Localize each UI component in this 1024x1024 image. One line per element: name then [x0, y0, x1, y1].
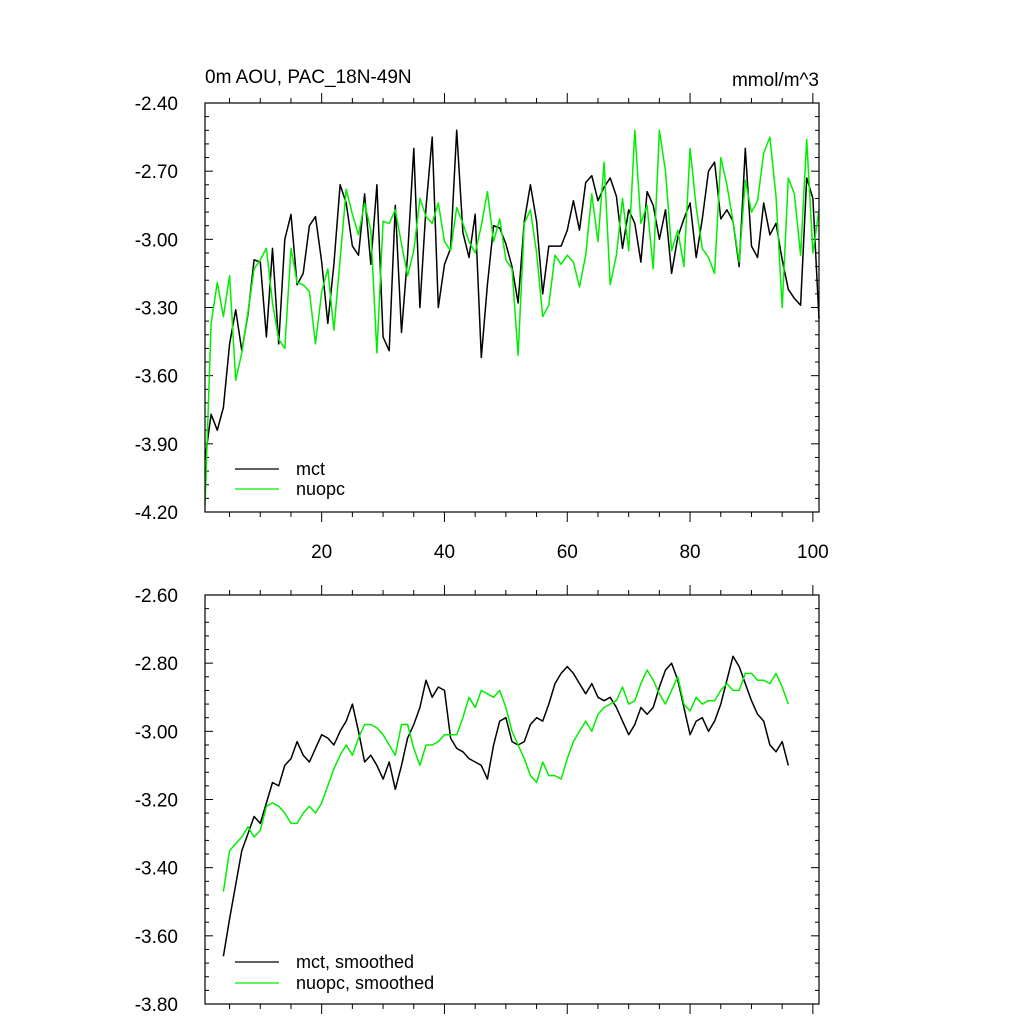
y-tick-label: -2.40	[135, 94, 178, 115]
legend-label-nuopc-smoothed: nuopc, smoothed	[296, 973, 434, 993]
bottom-chart-series	[222, 655, 790, 957]
units-label: mmol/m^3	[732, 70, 819, 91]
legend-label-mct: mct	[296, 459, 325, 479]
y-tick-label: -4.20	[135, 503, 178, 524]
series-line-mct-smoothed	[222, 655, 790, 957]
y-tick-label: -3.80	[135, 995, 178, 1016]
y-tick-label: -2.70	[135, 162, 178, 183]
top-chart-tick-labels: -4.20 -3.90 -3.60 -3.30 -3.00 -2.70 -2.40 20 40 6…	[135, 94, 829, 563]
y-tick-label: -3.30	[135, 299, 178, 320]
chart-title: 0m AOU, PAC_18N-49N	[205, 67, 412, 88]
top-chart-series	[204, 129, 820, 506]
y-tick-label: -2.60	[135, 586, 178, 607]
y-tick-label: -3.00	[135, 230, 178, 251]
x-tick-label: 20	[311, 542, 332, 563]
series-line-nuopc-smoothed	[222, 669, 790, 892]
top-chart-frame	[204, 102, 820, 513]
top-chart-legend: mct nuopc	[235, 459, 345, 499]
y-tick-label: -2.80	[135, 654, 178, 675]
y-tick-label: -3.90	[135, 435, 178, 456]
top-chart-ticks	[205, 93, 819, 522]
y-tick-label: -3.40	[135, 859, 178, 880]
legend-label-nuopc: nuopc	[296, 479, 345, 499]
bottom-chart-tick-labels: -3.80 -3.60 -3.40 -3.20 -3.00 -2.80 -2.60	[135, 586, 178, 1016]
y-tick-label: -3.00	[135, 722, 178, 743]
y-tick-label: -3.60	[135, 367, 178, 388]
series-line-nuopc	[204, 129, 820, 506]
y-tick-label: -3.60	[135, 927, 178, 948]
y-tick-label: -3.20	[135, 791, 178, 812]
x-tick-label: 100	[797, 542, 829, 563]
bottom-chart-panel: -3.80 -3.60 -3.40 -3.20 -3.00 -2.80 -2.60 mct,…	[135, 585, 820, 1016]
bottom-chart-ticks	[205, 585, 819, 1014]
legend-label-mct-smoothed: mct, smoothed	[296, 952, 414, 972]
bottom-chart-frame	[204, 594, 820, 1005]
series-line-mct	[204, 129, 820, 460]
x-tick-label: 40	[434, 542, 455, 563]
top-chart-panel: 0m AOU, PAC_18N-49N mmol/m^3 -4.20-3.90-…	[135, 67, 829, 563]
x-tick-label: 60	[557, 542, 578, 563]
x-tick-label: 80	[679, 542, 700, 563]
bottom-chart-legend: mct, smoothed nuopc, smoothed	[235, 952, 434, 993]
